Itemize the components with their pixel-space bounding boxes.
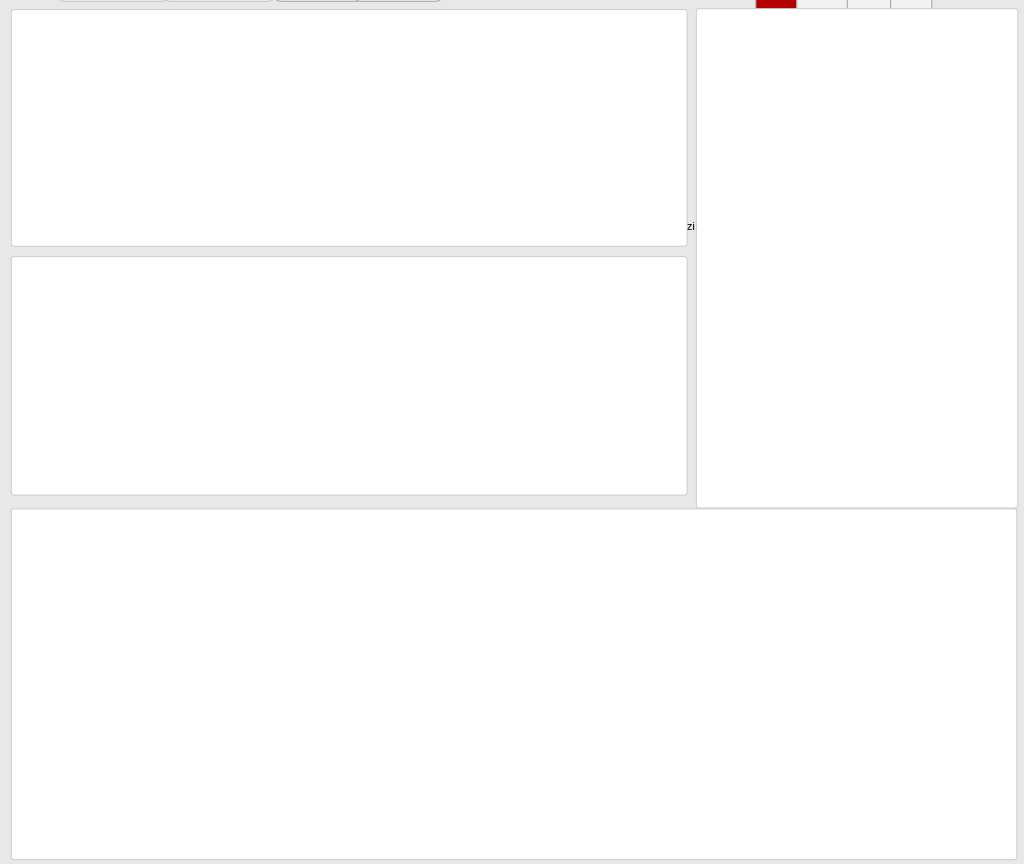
FancyBboxPatch shape	[60, 0, 166, 2]
Text: Apply Filter: Apply Filter	[285, 225, 353, 235]
FancyBboxPatch shape	[797, 0, 849, 40]
Bar	[51, 554, 259, 816]
Text: 4833: 4833	[992, 91, 1019, 100]
Text: <: <	[829, 531, 839, 542]
Text: 62: 62	[763, 308, 776, 319]
Text: 1 - 9 of 9: 1 - 9 of 9	[855, 528, 901, 537]
Bar	[859, 554, 894, 610]
FancyBboxPatch shape	[276, 214, 360, 245]
Bar	[777, 612, 852, 668]
Bar	[861, 554, 892, 610]
Bar	[775, 612, 854, 669]
Text: 3: 3	[760, 440, 766, 449]
Bar	[859, 670, 935, 816]
Text: Week: Week	[895, 13, 928, 22]
Bar	[631, 554, 770, 816]
Bar	[942, 554, 1010, 816]
Bar	[758, 214, 771, 238]
Bar	[777, 554, 811, 610]
Bar	[940, 554, 1012, 816]
Bar	[775, 670, 854, 816]
Bar	[777, 670, 852, 816]
Text: 4315: 4315	[968, 134, 994, 144]
Bar	[758, 346, 759, 369]
Bar	[861, 670, 933, 816]
Bar	[53, 554, 257, 816]
FancyBboxPatch shape	[847, 0, 891, 40]
Bar	[758, 84, 990, 107]
Text: Network Storage: Network Storage	[49, 519, 168, 532]
FancyBboxPatch shape	[356, 214, 440, 245]
Legend: Total Books, Cloned Books, Public Books, Private Books: Total Books, Cloned Books, Public Books,…	[72, 260, 464, 279]
FancyBboxPatch shape	[891, 0, 932, 40]
Bar	[758, 302, 761, 326]
Bar	[758, 171, 783, 194]
Bar	[457, 670, 623, 816]
Text: August 2019: August 2019	[185, 225, 252, 235]
Bar	[898, 554, 935, 610]
Text: 525: 525	[785, 178, 805, 187]
FancyBboxPatch shape	[821, 513, 846, 561]
Text: 283: 283	[773, 221, 794, 232]
FancyBboxPatch shape	[166, 0, 272, 2]
Text: >: >	[926, 531, 935, 542]
Bar	[758, 258, 766, 282]
Text: 167: 167	[768, 265, 787, 275]
Bar	[457, 554, 623, 668]
Bar	[900, 554, 933, 610]
Bar	[819, 554, 852, 610]
FancyBboxPatch shape	[166, 214, 272, 245]
FancyBboxPatch shape	[276, 0, 360, 2]
Bar	[265, 554, 450, 816]
Text: Year: Year	[764, 13, 790, 22]
Bar	[817, 554, 854, 610]
FancyBboxPatch shape	[356, 0, 440, 2]
Bar	[861, 612, 933, 668]
Bar	[267, 554, 447, 816]
Legend: Total Users, Total Subscribers, Total Contributors: Total Users, Total Subscribers, Total Co…	[72, 18, 409, 36]
Text: Reset Filter: Reset Filter	[364, 225, 432, 235]
Text: 19: 19	[761, 396, 774, 406]
Text: 31: 31	[761, 353, 774, 362]
Text: Books Over Time: Books Over Time	[25, 201, 142, 214]
FancyBboxPatch shape	[756, 0, 797, 40]
Text: Month: Month	[850, 13, 888, 22]
FancyBboxPatch shape	[60, 214, 166, 245]
Text: 3 Months: 3 Months	[796, 13, 850, 22]
Bar	[775, 554, 813, 610]
Bar	[633, 554, 768, 816]
Bar	[456, 554, 625, 669]
Bar	[758, 127, 966, 151]
FancyBboxPatch shape	[918, 513, 942, 561]
Bar	[859, 612, 935, 669]
Bar	[456, 670, 625, 816]
Text: August 2018: August 2018	[80, 225, 146, 235]
